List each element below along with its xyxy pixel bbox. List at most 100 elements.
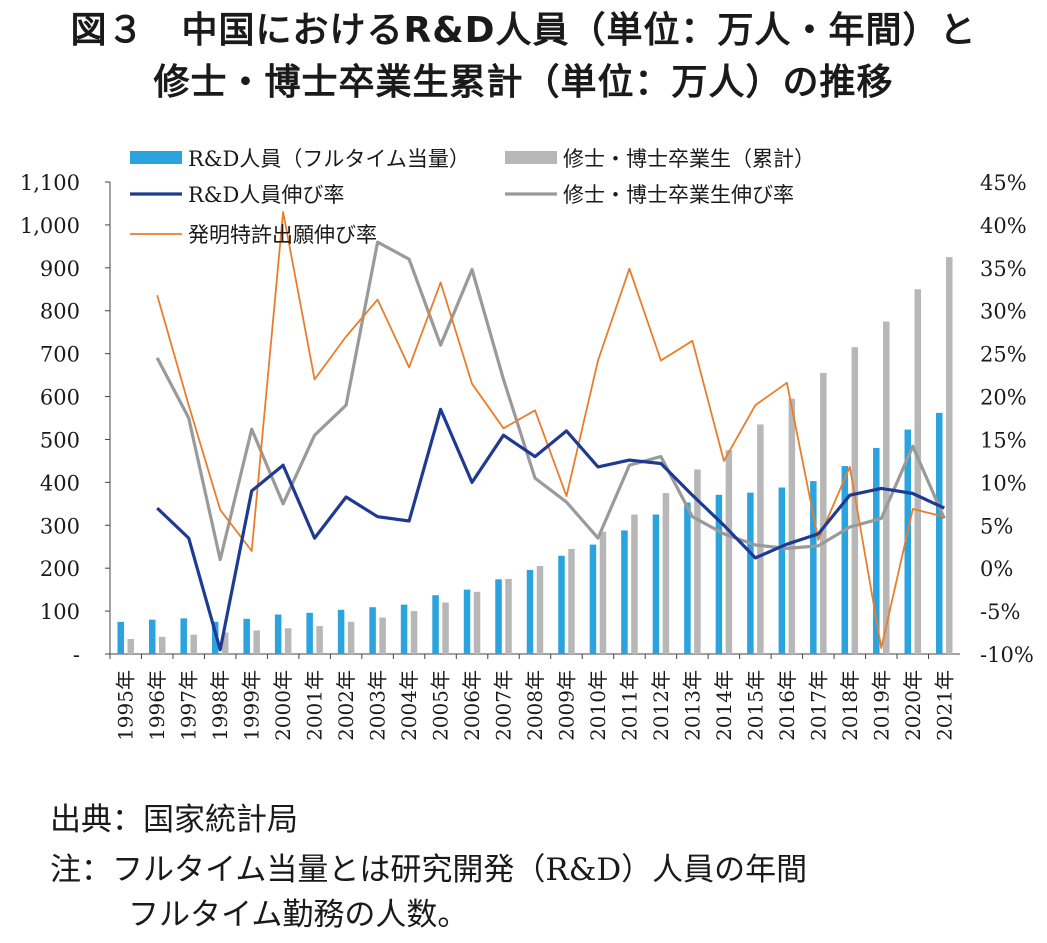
rd-bar: [274, 614, 282, 654]
x-tick-label: 1997年: [177, 670, 201, 741]
legend-label: 修士・博士卒業生伸び率: [563, 183, 794, 207]
grad-bar: [788, 398, 796, 654]
x-tick-label: 1998年: [208, 670, 232, 741]
legend-label: 発明特許出願伸び率: [188, 223, 377, 247]
left-tick-label: 500: [40, 428, 80, 452]
rd-bar: [747, 492, 754, 654]
x-tick-label: 2003年: [366, 670, 390, 741]
right-tick-label: -10%: [980, 643, 1034, 667]
x-tick-label: 2001年: [303, 670, 327, 741]
x-tick-label: 2006年: [460, 670, 484, 741]
legend-label: 修士・博士卒業生（累計）: [563, 147, 815, 171]
legend-swatch: [505, 151, 557, 164]
right-tick-label: 45%: [980, 171, 1027, 195]
x-tick-label: 2011年: [617, 670, 641, 741]
grad-bar: [725, 450, 733, 654]
grad-bar: [694, 469, 701, 654]
grad-bar: [127, 638, 134, 654]
rd-bar: [715, 494, 723, 654]
left-tick-label: 200: [40, 557, 80, 581]
rd-bar: [148, 619, 156, 654]
axes: - 100 200 300 400 500 600 700 800 900 1,000 1,100 -1…: [20, 171, 1034, 741]
right-tick-label: 20%: [980, 386, 1027, 410]
left-tick-label: 900: [40, 257, 80, 281]
x-tick-label: 2002年: [334, 670, 358, 741]
rd-bar: [495, 579, 502, 654]
line-series: [155, 211, 946, 652]
rd-bar: [463, 589, 471, 654]
grad-bar: [190, 634, 197, 654]
x-tick-label: 1995年: [114, 670, 138, 741]
grad-growth-line: [155, 240, 946, 562]
left-tick-label: 100: [40, 600, 80, 624]
grad-bar: [379, 617, 386, 654]
grad-bar: [914, 289, 922, 654]
x-tick-label: 2000年: [271, 670, 295, 741]
chart-svg: - 100 200 300 400 500 600 700 800 900 1,000 1,100 -1…: [20, 147, 1034, 741]
rd-bar: [589, 544, 597, 654]
x-tick-label: 2014年: [712, 670, 736, 741]
x-tick-label: 1996年: [145, 670, 169, 741]
rd-bar: [904, 429, 912, 654]
rd-bar: [684, 502, 691, 654]
x-tick-label: 2021年: [932, 670, 956, 741]
rd-bar: [652, 514, 660, 654]
grad-bar: [473, 591, 481, 654]
rd-bar: [243, 618, 250, 654]
right-tick-label: 10%: [980, 471, 1027, 495]
grad-bar: [410, 611, 418, 654]
legend: R&D人員（フルタイム当量） 修士・博士卒業生（累計） R&D人員伸び率 修士・博士卒…: [130, 147, 815, 247]
rd-bar: [117, 621, 124, 654]
x-tick-label: 2017年: [806, 670, 830, 741]
grad-bar: [757, 424, 764, 654]
rd-bar: [936, 412, 943, 654]
left-tick-label: 600: [40, 386, 80, 410]
x-tick-label: 2008年: [523, 670, 547, 741]
rd-bar: [432, 595, 439, 654]
right-tick-label: -5%: [980, 600, 1020, 624]
grad-bar: [820, 372, 827, 654]
x-tick-label: 2020年: [901, 670, 925, 741]
x-tick-label: 2015年: [743, 670, 767, 741]
grad-bar: [442, 602, 449, 654]
grad-bar: [221, 632, 229, 654]
left-tick-label: 1,100: [20, 171, 80, 195]
right-tick-label: 15%: [980, 428, 1027, 452]
right-tick-label: 0%: [980, 557, 1013, 581]
rd-bar: [400, 604, 408, 654]
left-tick-label: 800: [40, 300, 80, 324]
legend-label: R&D人員伸び率: [188, 183, 344, 207]
grad-bar: [536, 566, 544, 654]
patent-growth-line: [156, 211, 945, 649]
rd-bar: [526, 569, 534, 654]
grad-bar: [284, 628, 292, 654]
chart-title-line2: 修士・博士卒業生累計（単位：万人）の推移: [153, 62, 894, 103]
rd-growth-line: [156, 407, 945, 652]
grad-bar: [505, 578, 512, 654]
x-tick-label: 2019年: [869, 670, 893, 741]
chart-title-line1: 図３ 中国におけるR&D人員（単位：万人・年間）と: [70, 10, 977, 51]
rd-bar: [337, 609, 345, 654]
rd-bar: [180, 618, 187, 654]
x-tick-label: 2010年: [586, 670, 610, 741]
rd-bar: [810, 481, 817, 654]
x-tick-label: 2005年: [429, 670, 453, 741]
grad-bar: [316, 626, 323, 654]
footnote-line2: フルタイム勤務の人数。: [128, 897, 469, 933]
x-tick-label: 2009年: [554, 670, 578, 741]
x-tick-label: 2016年: [775, 670, 799, 741]
grad-bar: [631, 514, 638, 654]
right-tick-label: 5%: [980, 514, 1013, 538]
x-tick-label: 2018年: [838, 670, 862, 741]
left-tick-label: 400: [40, 471, 80, 495]
rd-bar: [778, 487, 786, 654]
x-tick-label: 2004年: [397, 670, 421, 741]
grad-bar: [347, 621, 355, 654]
right-tick-label: 30%: [980, 300, 1027, 324]
left-tick-label: 1,000: [20, 214, 80, 238]
grad-bar: [568, 548, 575, 654]
grad-bar: [662, 493, 670, 654]
rd-bar: [558, 555, 565, 654]
rd-bar: [369, 607, 376, 654]
rd-bar: [306, 612, 313, 654]
